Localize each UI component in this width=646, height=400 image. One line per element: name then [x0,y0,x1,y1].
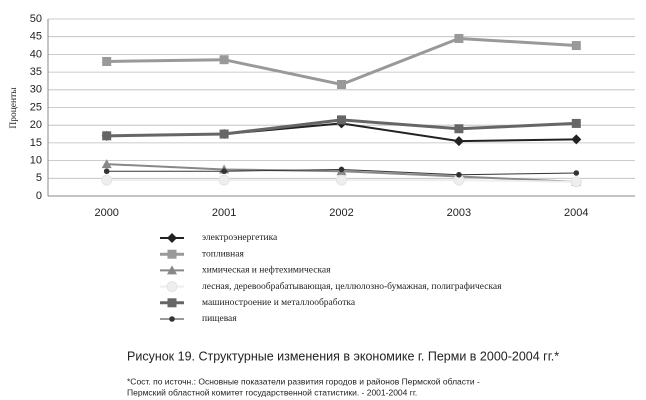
marker [453,136,464,147]
legend-marker [167,233,177,243]
marker [218,174,230,186]
marker [571,134,582,145]
y-axis-label: Проценты [9,87,19,129]
x-tick-label: 2001 [212,207,236,219]
y-tick-label: 25 [30,101,42,113]
y-tick-label: 5 [36,172,42,184]
marker [219,129,229,139]
marker [337,79,346,89]
marker [219,55,229,65]
legend-marker [167,265,177,275]
source-note: Пермский областной комитет государственн… [127,387,417,397]
marker [101,159,112,169]
marker [573,170,580,176]
marker [454,124,464,134]
legend-label: пищевая [202,314,237,324]
y-tick-label: 0 [36,190,42,202]
marker [570,176,582,188]
y-tick-label: 35 [30,66,42,78]
legend-label: лесная, деревообрабатывающая, целлюлозно… [202,281,502,292]
legend-marker [166,281,178,293]
y-tick-label: 30 [30,84,42,96]
y-tick-label: 10 [30,155,42,167]
x-tick-label: 2000 [94,207,118,219]
legend-label: топливная [202,249,244,259]
marker [571,41,581,51]
legend-label: машиностроение и металлообработка [202,297,356,308]
marker [338,166,345,173]
source-note: *Сост. по источн.: Основные показатели р… [127,376,480,386]
legend-marker [169,316,175,322]
marker [337,115,346,125]
x-tick-label: 2002 [329,207,353,219]
y-tick-label: 15 [30,137,42,149]
legend-marker [167,298,177,308]
series-line [106,36,577,87]
marker [336,174,347,186]
y-tick-label: 40 [30,48,42,60]
marker [102,131,112,141]
caption: Рисунок 19. Структурные изменения в экон… [127,349,559,363]
marker [456,171,462,178]
marker [102,56,112,66]
y-tick-label: 45 [30,31,42,43]
legend-label: электроэнергетика [202,233,278,243]
legend-marker [167,249,177,259]
marker [103,168,110,175]
y-tick-label: 20 [30,119,42,131]
marker [101,174,113,186]
marker [221,168,227,175]
legend-label: химическая и нефтехимическая [202,265,331,276]
x-tick-label: 2003 [447,207,471,219]
y-tick-label: 50 [30,13,42,25]
x-tick-label: 2004 [564,207,588,219]
marker [571,118,581,128]
marker [454,33,464,43]
